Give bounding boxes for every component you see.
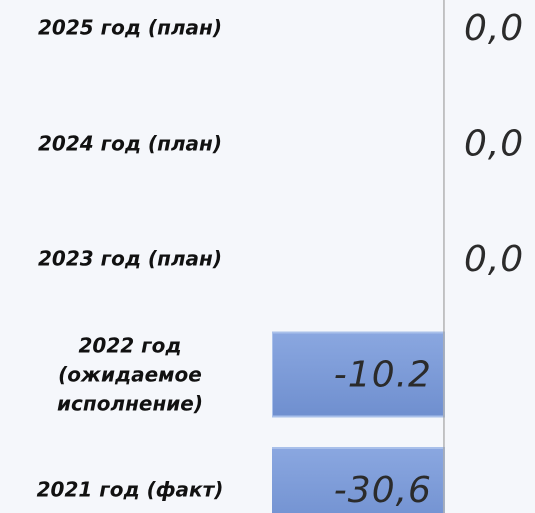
value-label: 0,0 — [464, 124, 524, 165]
category-label: 2024 год (план) — [38, 131, 222, 155]
value-label: -10.2 — [334, 355, 432, 396]
bar — [272, 331, 445, 418]
category-label: 2023 год (план) — [38, 246, 222, 271]
value-label: 0,0 — [464, 8, 524, 49]
category-label: 2025 год (план) — [38, 15, 222, 40]
bar — [272, 447, 445, 513]
category-label: 2021 год (факт) — [36, 477, 224, 502]
value-label: 0,0 — [464, 239, 524, 280]
value-label: -30,6 — [334, 470, 432, 511]
category-label: 2022 год (ожидаемое исполнение) — [57, 333, 203, 415]
